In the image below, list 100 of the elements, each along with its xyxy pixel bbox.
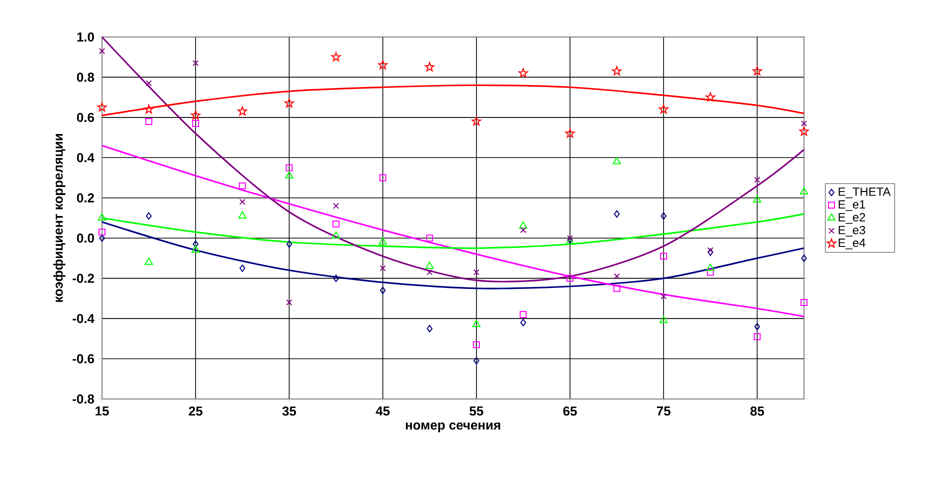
- point: [286, 299, 292, 306]
- point: [566, 274, 574, 282]
- point: [333, 274, 339, 282]
- point: [707, 247, 714, 254]
- point: [799, 126, 809, 136]
- x-tick-label: 65: [563, 406, 577, 416]
- point: [378, 237, 387, 245]
- point: [144, 258, 153, 265]
- point: [566, 235, 574, 242]
- point: [472, 320, 481, 328]
- point: [472, 116, 482, 126]
- point: [565, 128, 575, 138]
- point: [706, 264, 715, 271]
- x-tick-label: 75: [656, 406, 670, 416]
- point: [284, 98, 294, 108]
- point: [425, 262, 434, 269]
- point: [332, 202, 340, 209]
- point: [752, 66, 762, 76]
- point: [473, 269, 480, 276]
- point: [660, 212, 666, 220]
- point: [612, 156, 621, 164]
- y-tick-label: 0.2: [77, 193, 94, 202]
- point: [378, 60, 388, 70]
- point: [191, 245, 200, 253]
- point: [518, 68, 528, 78]
- x-tick-label: 45: [376, 406, 390, 416]
- point: [192, 60, 199, 66]
- x-axis-title: номер сечения: [406, 422, 500, 432]
- point: [99, 234, 105, 242]
- x-tick-label: 55: [470, 406, 484, 416]
- point: [474, 357, 480, 364]
- line-series: [101, 213, 805, 249]
- point: [800, 298, 808, 306]
- y-tick-label: 0.6: [77, 112, 94, 122]
- line-series: [101, 221, 805, 290]
- y-tick-label: 0.4: [77, 153, 94, 162]
- y-tick-label: -0.6: [72, 354, 94, 364]
- point: [146, 212, 152, 220]
- point: [192, 240, 198, 248]
- point: [658, 104, 668, 114]
- point: [144, 104, 154, 114]
- point: [659, 316, 668, 324]
- point: [660, 252, 668, 260]
- point: [145, 118, 152, 125]
- line-series: [101, 144, 805, 318]
- point: [520, 311, 527, 318]
- legend-label: E_e2: [838, 213, 866, 224]
- legend-label: E_e1: [838, 200, 866, 211]
- point: [190, 110, 200, 120]
- point: [519, 221, 528, 229]
- legend-label: E_e3: [838, 226, 866, 237]
- point: [238, 106, 248, 116]
- point: [426, 234, 434, 242]
- point: [98, 228, 106, 236]
- point: [240, 264, 246, 272]
- point: [331, 52, 341, 62]
- y-tick-label: 1.0: [77, 32, 94, 42]
- point: [753, 195, 762, 202]
- x-tick-label: 15: [96, 406, 109, 416]
- point: [614, 273, 620, 280]
- point: [660, 293, 667, 300]
- y-tick-label: -0.4: [72, 314, 94, 324]
- point: [380, 286, 386, 294]
- y-axis-title: коэффициент корреляции: [53, 134, 66, 302]
- y-tick-label: -0.8: [72, 394, 94, 404]
- line-series: [101, 84, 805, 116]
- y-tick-label: -0.2: [72, 274, 94, 283]
- point: [98, 48, 106, 54]
- legend-label: E_THETA: [838, 188, 891, 198]
- point: [332, 220, 340, 228]
- point: [238, 182, 246, 190]
- point: [613, 284, 620, 292]
- point: [286, 164, 293, 172]
- point: [706, 92, 716, 102]
- point: [612, 66, 622, 76]
- point: [332, 231, 340, 239]
- point: [800, 120, 808, 126]
- point: [801, 254, 807, 262]
- point: [379, 174, 386, 182]
- point: [380, 265, 386, 272]
- point: [192, 120, 200, 127]
- point: [754, 176, 760, 183]
- x-tick-label: 35: [282, 406, 296, 416]
- point: [238, 211, 247, 219]
- legend-label: E_e4: [838, 238, 866, 250]
- point: [239, 198, 246, 205]
- point: [97, 102, 107, 112]
- point: [98, 213, 106, 221]
- point: [614, 210, 620, 218]
- point: [426, 269, 433, 276]
- y-tick-label: 0.0: [77, 234, 94, 243]
- x-tick-label: 85: [750, 406, 764, 416]
- x-tick-label: 25: [188, 406, 202, 416]
- point: [520, 318, 526, 326]
- line-series: [101, 36, 805, 282]
- point: [286, 240, 292, 248]
- point: [800, 187, 808, 194]
- point: [424, 62, 434, 72]
- point: [708, 248, 714, 256]
- point: [426, 324, 432, 332]
